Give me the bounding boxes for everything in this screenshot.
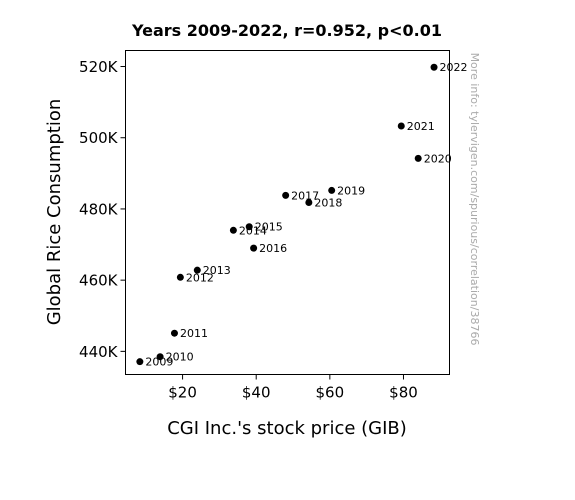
point-label-2017: 2017 (291, 189, 319, 202)
data-point-2018 (305, 199, 313, 207)
point-label-2018: 2018 (314, 197, 342, 210)
point-label-2012: 2012 (186, 271, 214, 284)
point-label-2013: 2013 (203, 264, 231, 277)
data-point-2010 (156, 353, 164, 361)
x-tick-label: $80 (389, 384, 418, 402)
y-tick-label: 520K (79, 58, 119, 76)
data-point-2013 (193, 266, 201, 274)
data-point-2021 (397, 122, 405, 130)
y-tick-label: 440K (79, 343, 119, 361)
data-point-2020 (414, 154, 422, 162)
point-label-2010: 2010 (166, 351, 194, 364)
data-point-2017 (282, 191, 290, 199)
data-points: 2009201020112012201320142015201620172018… (136, 61, 468, 369)
data-point-2009 (136, 358, 144, 366)
point-label-2009: 2009 (145, 356, 173, 369)
x-tick-label: $40 (242, 384, 271, 402)
point-label-2020: 2020 (424, 152, 452, 165)
data-point-2011 (170, 329, 178, 337)
data-point-2022 (430, 63, 438, 71)
point-label-2019: 2019 (337, 184, 365, 197)
point-label-2015: 2015 (255, 221, 283, 234)
data-point-2012 (176, 273, 184, 281)
x-tick-label: $60 (316, 384, 345, 402)
data-point-2015 (245, 223, 253, 231)
point-label-2016: 2016 (259, 242, 287, 255)
y-axis-ticks: 440K 460K 480K 500K 520K (79, 58, 126, 361)
chart-title: Years 2009-2022, r=0.952, p<0.01 (131, 21, 442, 40)
data-point-2019 (328, 186, 336, 194)
plot-area-frame (125, 50, 450, 375)
point-label-2021: 2021 (407, 120, 435, 133)
y-tick-label: 500K (79, 129, 119, 147)
watermark-text: More info: tylervigen.com/spurious/corre… (468, 53, 481, 346)
x-axis-label: CGI Inc.'s stock price (GIB) (167, 418, 407, 439)
point-label-2011: 2011 (180, 327, 208, 340)
y-tick-label: 480K (79, 200, 119, 218)
y-axis-label: Global Rice Consumption (44, 99, 65, 326)
data-point-2014 (229, 226, 237, 234)
x-axis-ticks: $20 $40 $60 $80 (168, 374, 418, 402)
data-point-2016 (250, 244, 258, 252)
x-tick-label: $20 (168, 384, 197, 402)
y-tick-label: 460K (79, 272, 119, 290)
point-label-2022: 2022 (440, 61, 468, 74)
